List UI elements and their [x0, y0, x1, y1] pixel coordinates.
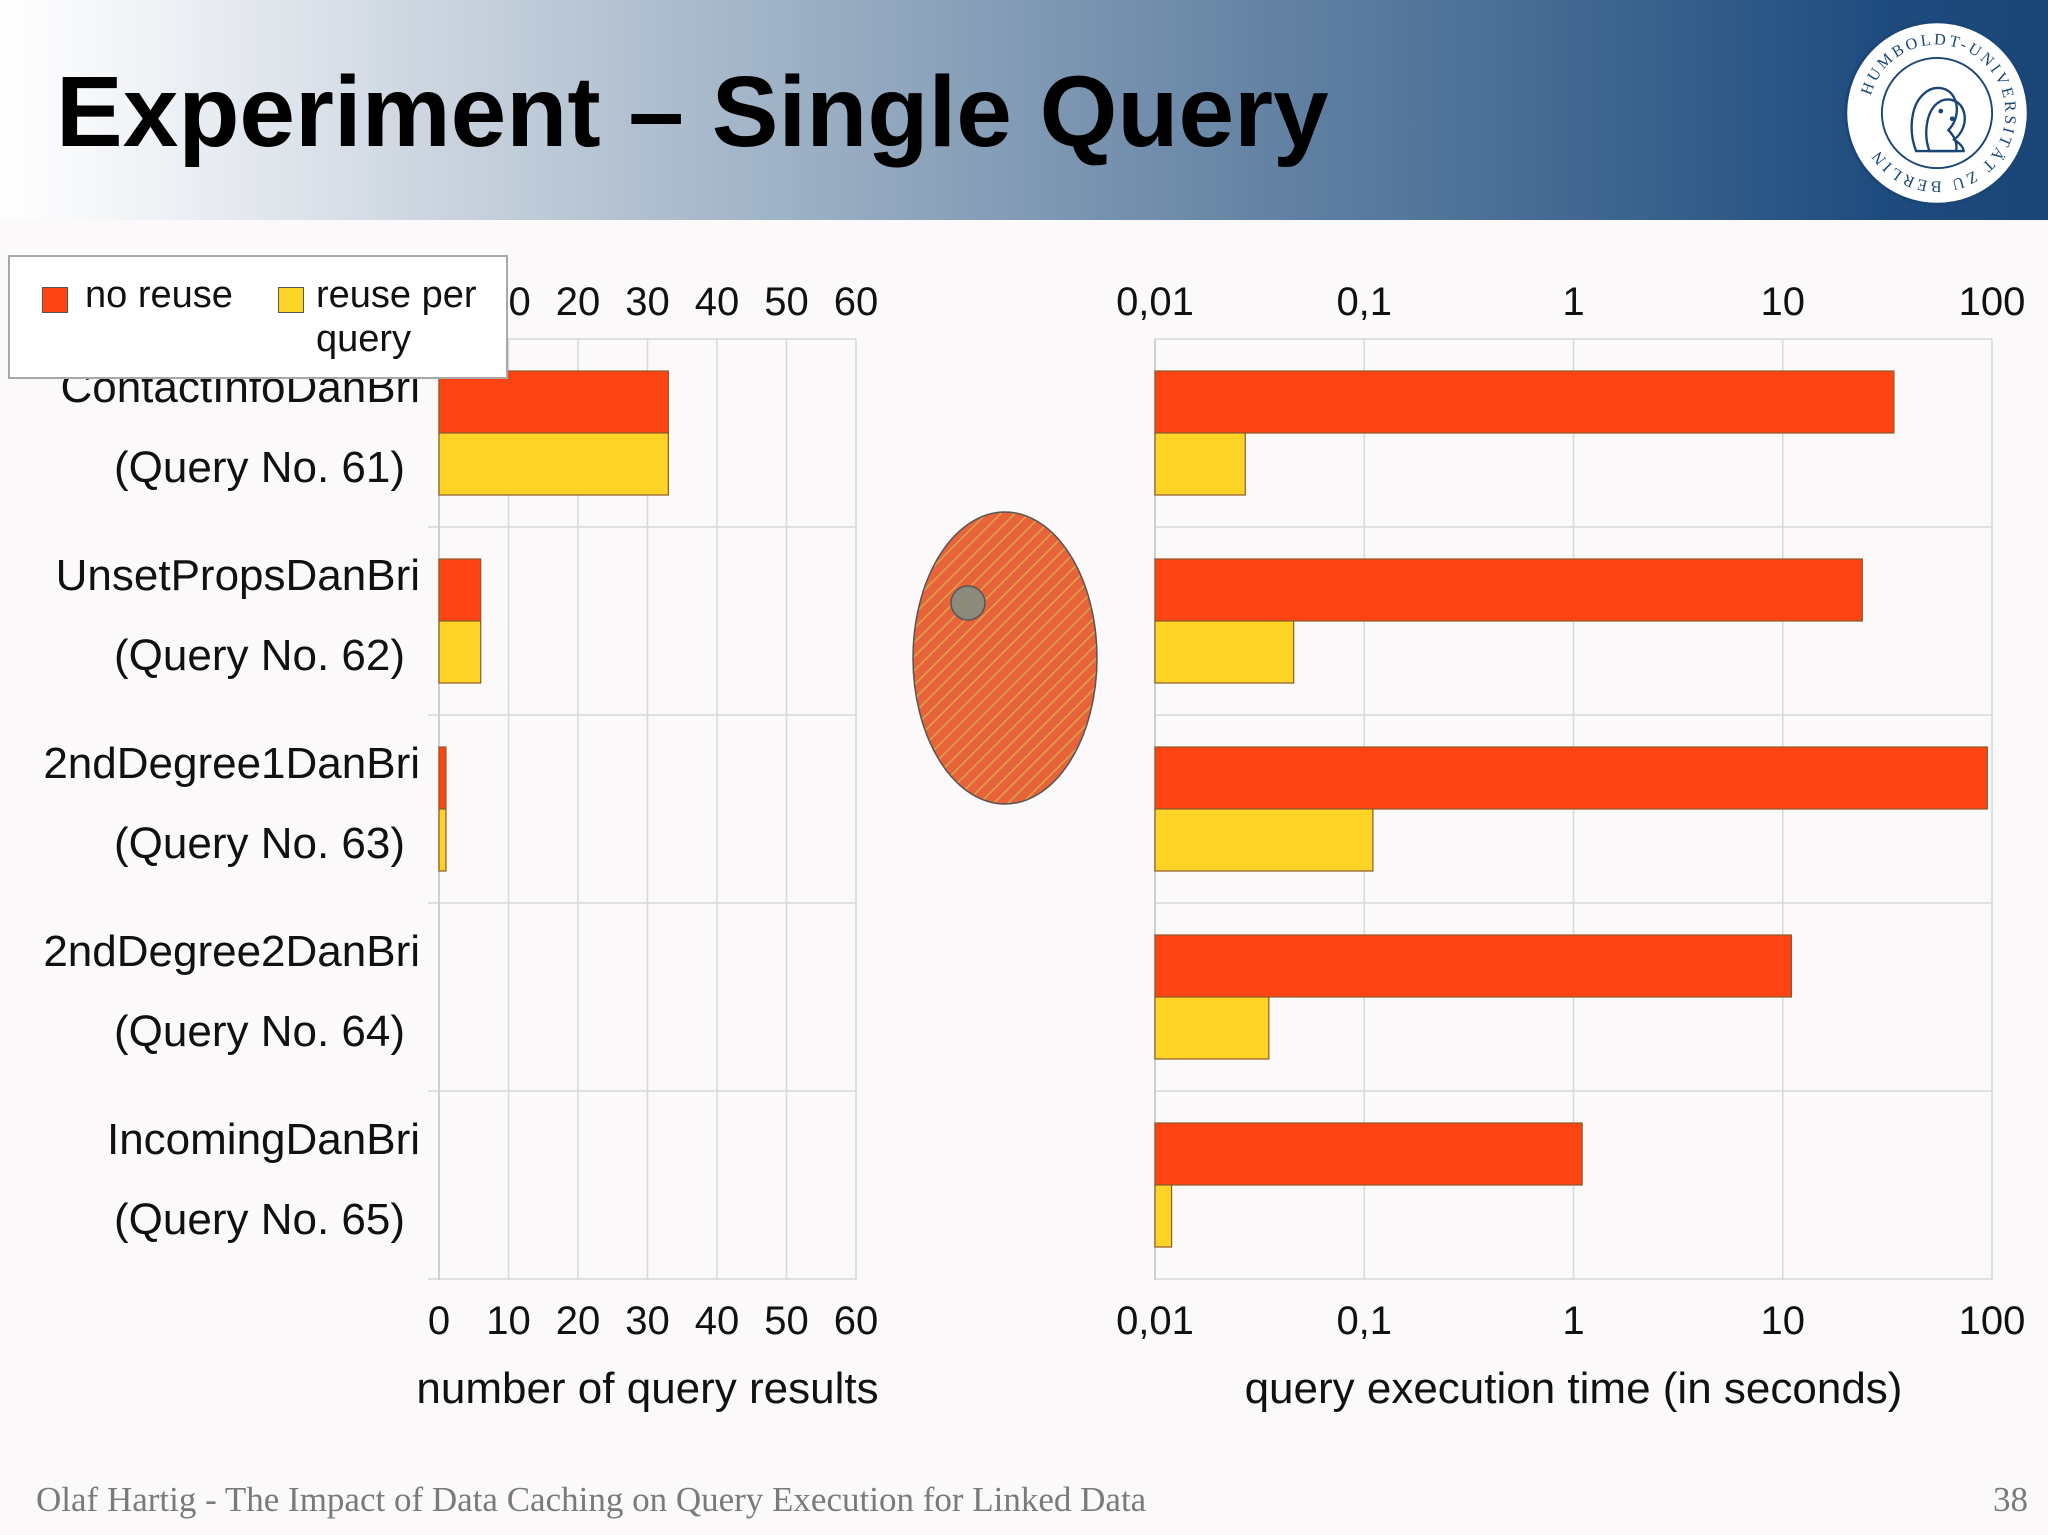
top-tick-label: 0,1: [1336, 280, 1392, 324]
top-tick-label: 30: [625, 280, 670, 324]
top-tick-label: 40: [695, 280, 740, 324]
legend-swatch-no-reuse: [42, 287, 68, 313]
charts-area: 00101020203030404050506060ContactInfoDan…: [43, 280, 2025, 1413]
category-sublabel: (Query No. 65): [114, 1195, 405, 1244]
top-tick-label: 10: [1761, 280, 1806, 324]
bottom-tick-label: 10: [486, 1299, 531, 1343]
page-number: 38: [1993, 1480, 2028, 1519]
category-label: 2ndDegree1DanBri: [43, 739, 420, 788]
top-tick-label: 50: [764, 280, 809, 324]
footer-text: Olaf Hartig - The Impact of Data Caching…: [36, 1480, 1147, 1519]
legend-label-no-reuse: no reuse: [85, 274, 233, 316]
query-results-chart: 00101020203030404050506060ContactInfoDan…: [43, 280, 878, 1413]
title-banner: [0, 0, 2048, 220]
bar-reuse-per-query: [1154, 996, 1270, 1060]
bar-reuse-per-query: [1154, 1184, 1173, 1248]
slide-title: Experiment – Single Query: [56, 56, 1329, 168]
bottom-tick-label: 100: [1959, 1299, 2026, 1343]
bottom-tick-label: 20: [556, 1299, 601, 1343]
bar-no-reuse: [1154, 934, 1793, 998]
bar-reuse-per-query: [438, 620, 482, 684]
legend-label-reuse-per-query: reuse per query: [316, 274, 477, 360]
bottom-tick-label: 0,1: [1336, 1299, 1392, 1343]
bottom-tick-label: 10: [1761, 1299, 1806, 1343]
bar-reuse-per-query: [438, 808, 447, 872]
category-sublabel: (Query No. 62): [114, 631, 405, 680]
bar-no-reuse: [438, 746, 447, 810]
bar-reuse-per-query: [438, 432, 669, 496]
bar-no-reuse: [1154, 370, 1895, 434]
category-label: IncomingDanBri: [107, 1115, 420, 1164]
bottom-tick-label: 50: [764, 1299, 809, 1343]
category-sublabel: (Query No. 63): [114, 819, 405, 868]
x-axis-label: query execution time (in seconds): [1245, 1364, 1903, 1413]
top-tick-label: 20: [556, 280, 601, 324]
top-tick-label: 0,01: [1116, 280, 1194, 324]
top-tick-label: 60: [834, 280, 879, 324]
category-sublabel: (Query No. 61): [114, 443, 405, 492]
highlight-dot: [950, 585, 986, 621]
top-tick-label: 1: [1562, 280, 1584, 324]
execution-time-chart: 0,01 0,01 0,1 0,1 1 1 10 10 100 100 query executio…: [1116, 280, 2025, 1413]
bottom-tick-label: 0,01: [1116, 1299, 1194, 1343]
bottom-tick-label: 60: [834, 1299, 879, 1343]
bar-no-reuse: [1154, 1122, 1583, 1186]
highlight-marker: [912, 511, 1098, 805]
bar-no-reuse: [438, 370, 669, 434]
bar-no-reuse: [438, 558, 482, 622]
bottom-tick-label: 1: [1562, 1299, 1584, 1343]
bottom-tick-label: 0: [428, 1299, 450, 1343]
x-axis-label: number of query results: [416, 1364, 878, 1413]
legend-swatch-reuse-per-query: [278, 287, 304, 313]
category-label: UnsetPropsDanBri: [56, 551, 420, 600]
top-tick-label: 100: [1959, 280, 2026, 324]
category-label: 2ndDegree2DanBri: [43, 927, 420, 976]
university-seal-icon: HUMBOLDT-UNIVERSITÄT ZU BERLIN: [1844, 20, 2030, 206]
legend: no reuse reuse per query: [8, 255, 508, 379]
bar-no-reuse: [1154, 558, 1863, 622]
bar-reuse-per-query: [1154, 808, 1374, 872]
highlight-ellipse: [912, 511, 1098, 805]
category-sublabel: (Query No. 64): [114, 1007, 405, 1056]
bottom-tick-label: 30: [625, 1299, 670, 1343]
bar-reuse-per-query: [1154, 620, 1295, 684]
bar-no-reuse: [1154, 746, 1988, 810]
bar-reuse-per-query: [1154, 432, 1246, 496]
bottom-tick-label: 40: [695, 1299, 740, 1343]
